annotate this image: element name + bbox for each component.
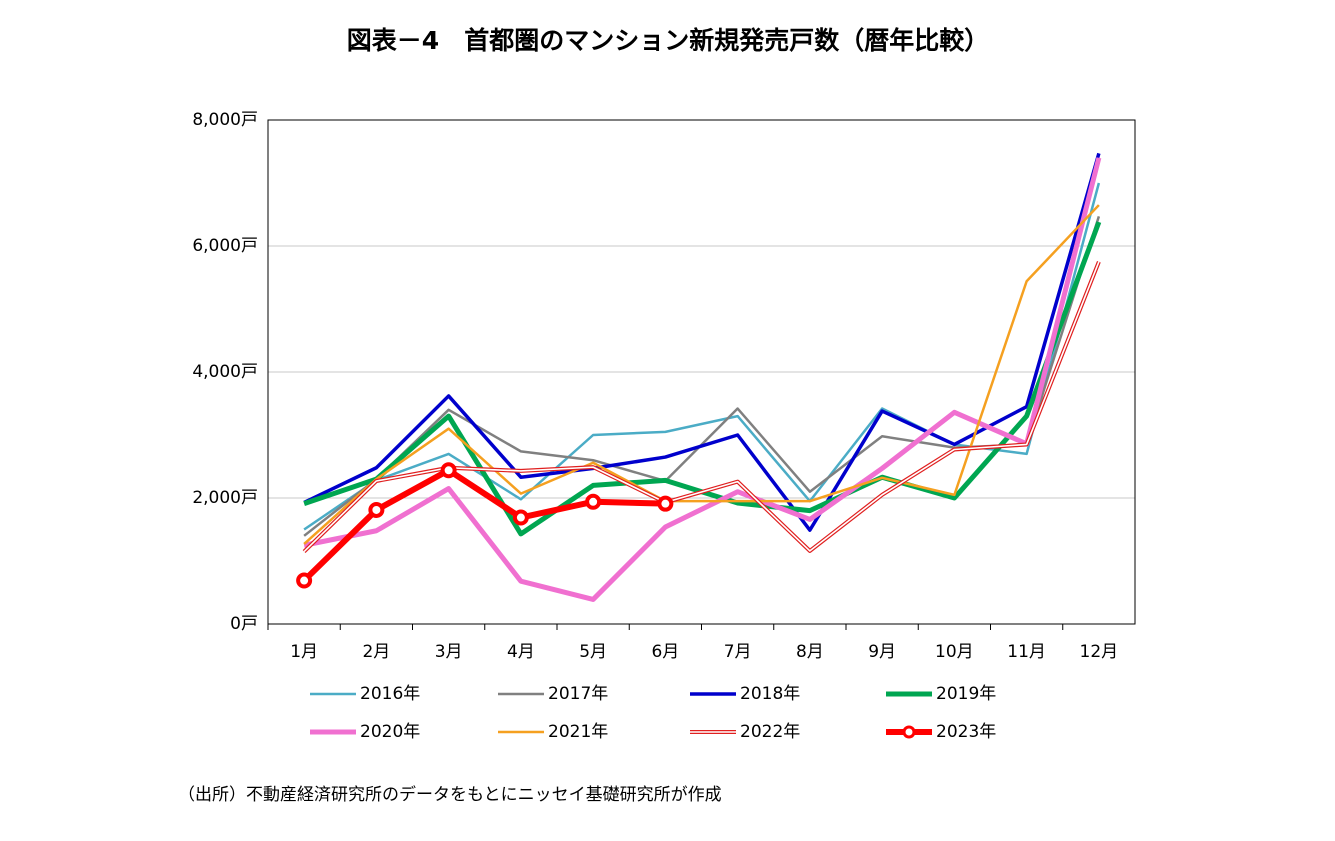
x-tick-label: 5月 <box>579 642 607 662</box>
x-tick-label: 10月 <box>935 642 974 662</box>
x-tick-label: 4月 <box>507 642 535 662</box>
x-tick-label: 3月 <box>435 642 463 662</box>
legend-label: 2020年 <box>360 722 420 742</box>
series-line-inner <box>303 261 1100 553</box>
legend-label: 2018年 <box>740 684 800 704</box>
series-line <box>303 157 1102 602</box>
source-note: （出所）不動産経済研究所のデータをもとにニッセイ基礎研究所が作成 <box>178 784 722 805</box>
series-line <box>302 467 666 583</box>
x-tick-label: 12月 <box>1080 642 1119 662</box>
point <box>585 493 602 510</box>
x-tick-label: 7月 <box>724 642 752 662</box>
y-tick-label: 2,000戸 <box>192 488 258 508</box>
legend-label: 2022年 <box>740 722 800 742</box>
x-tick-label: 11月 <box>1007 642 1046 662</box>
point <box>296 572 313 589</box>
series-line <box>303 204 1100 545</box>
y-tick-label: 4,000戸 <box>192 362 258 382</box>
chart-title: 図表－4 首都圏のマンション新規発売戸数（暦年比較） <box>347 26 989 55</box>
x-tick-label: 8月 <box>796 642 824 662</box>
point <box>512 509 529 526</box>
x-tick-label: 1月 <box>290 642 318 662</box>
x-tick-label: 6月 <box>651 642 679 662</box>
y-tick-label: 0戸 <box>230 614 258 634</box>
x-tick-label: 9月 <box>868 642 896 662</box>
legend-label: 2023年 <box>936 722 996 742</box>
y-tick-label: 8,000戸 <box>192 110 258 130</box>
legend-label: 2017年 <box>548 684 608 704</box>
point <box>657 495 674 512</box>
legend-label: 2016年 <box>360 684 420 704</box>
legend-label: 2021年 <box>548 722 608 742</box>
legend-label: 2019年 <box>936 684 996 704</box>
legend-marker <box>902 725 916 739</box>
x-tick-label: 2月 <box>362 642 390 662</box>
point <box>368 501 385 518</box>
y-tick-label: 6,000戸 <box>192 236 258 256</box>
series-line <box>303 152 1101 532</box>
point <box>440 462 457 479</box>
